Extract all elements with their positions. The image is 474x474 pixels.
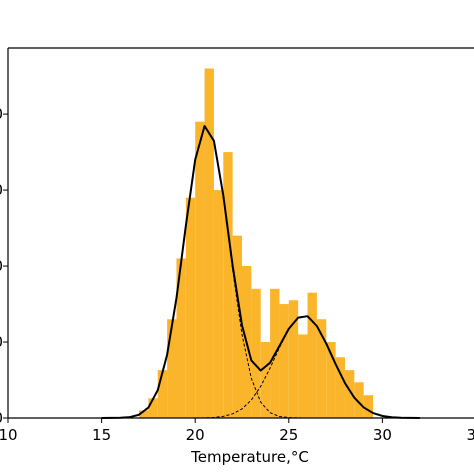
x-axis-label: Temperature,°C xyxy=(190,448,309,466)
bar xyxy=(354,382,364,418)
bar xyxy=(251,288,261,418)
x-tick-label: 20 xyxy=(186,426,205,444)
y-tick-label: 0 xyxy=(0,409,3,427)
bar xyxy=(157,370,168,418)
bar xyxy=(335,357,345,418)
x-tick-label: 15 xyxy=(92,426,111,444)
bar xyxy=(260,342,271,418)
y-tick-label: 30 xyxy=(0,181,3,199)
bar xyxy=(344,370,355,418)
fit-curve xyxy=(101,315,420,419)
bar xyxy=(288,300,299,418)
bar xyxy=(139,410,149,418)
bar xyxy=(279,304,289,418)
bar xyxy=(185,197,196,418)
bar xyxy=(232,235,242,418)
x-tick-label: 35 xyxy=(466,426,474,444)
bar xyxy=(326,342,336,418)
bar xyxy=(176,258,186,418)
x-tick-label: 25 xyxy=(279,426,298,444)
x-tick-label: 30 xyxy=(373,426,392,444)
bar xyxy=(167,319,177,418)
y-tick-label: 20 xyxy=(0,257,3,275)
bar xyxy=(316,319,327,418)
bar xyxy=(148,398,158,418)
bar xyxy=(223,152,233,418)
bar xyxy=(213,190,224,418)
y-tick-label: 10 xyxy=(0,333,3,351)
x-tick-label: 10 xyxy=(0,426,18,444)
bar xyxy=(298,334,308,418)
bar xyxy=(363,395,374,418)
bar xyxy=(307,292,317,418)
bar xyxy=(204,68,214,419)
bar xyxy=(195,121,205,418)
y-tick-label: 40 xyxy=(0,105,3,123)
